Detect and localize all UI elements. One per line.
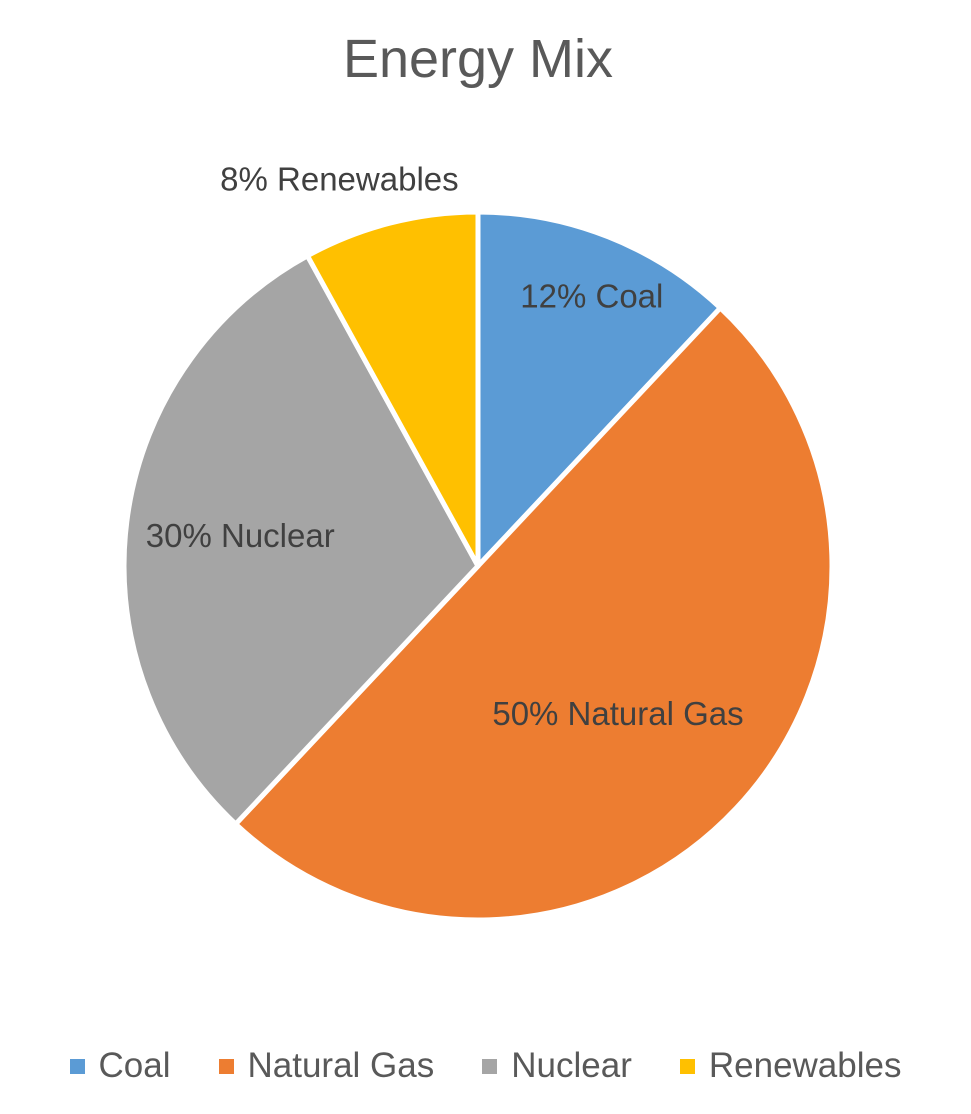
legend-swatch: [679, 1058, 695, 1074]
chart-title: Energy Mix: [342, 29, 614, 89]
legend-label: Nuclear: [511, 1046, 632, 1085]
pie-slice-nuclear: [121, 253, 481, 827]
data-label-nuclear: 30% Nuclear: [146, 517, 335, 554]
legend-item-coal: Coal: [69, 1046, 171, 1086]
data-label-renewables: 8% Renewables: [220, 161, 458, 198]
legend-swatch: [218, 1058, 234, 1074]
pie-data-labels: 12% Coal 50% Natural Gas 30% Nuclear 8% Ren…: [146, 161, 744, 732]
pie-slice-natural-gas: [233, 305, 835, 923]
data-label-coal: 12% Coal: [520, 278, 663, 315]
data-label-natural-gas: 50% Natural Gas: [492, 695, 743, 732]
pie-slice-renewables: [304, 209, 481, 569]
legend-item-renewables: Renewables: [679, 1046, 902, 1086]
legend-label: Coal: [98, 1046, 171, 1085]
legend-swatch: [482, 1058, 498, 1074]
legend-label: Natural Gas: [247, 1046, 435, 1085]
pie-slices: [121, 209, 835, 923]
pie-chart: 12% Coal 50% Natural Gas 30% Nuclear 8% Ren…: [121, 160, 835, 923]
pie-slice-coal: [475, 209, 723, 569]
legend-item-natural-gas: Natural Gas: [218, 1046, 435, 1086]
legend-swatch: [69, 1058, 85, 1074]
legend-label: Renewables: [708, 1046, 902, 1085]
legend: Coal Natural Gas Nuclear Renewables: [0, 1046, 971, 1086]
legend-item-nuclear: Nuclear: [482, 1046, 632, 1086]
